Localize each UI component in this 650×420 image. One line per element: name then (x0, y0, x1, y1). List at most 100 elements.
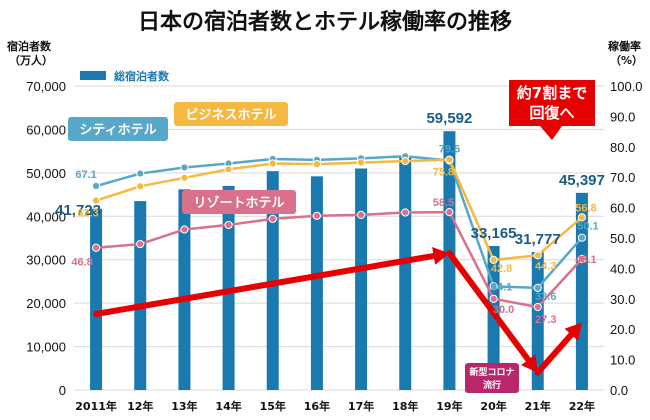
line-series-path (95, 210, 583, 309)
right-tick-label: 50.0 (610, 231, 635, 246)
line-value-label: 75.8 (433, 167, 454, 179)
left-axis-unit: （万人） (9, 53, 53, 67)
x-tick-label: 22年 (569, 399, 595, 413)
line-point (445, 208, 454, 217)
bar (487, 245, 500, 390)
x-tick-label: 19年 (436, 399, 462, 413)
line-point (312, 160, 322, 169)
line-point (136, 239, 145, 249)
x-tick-label: 2011年 (75, 399, 117, 413)
x-tick-label: 14年 (215, 399, 241, 413)
left-tick-label: 60,000 (26, 122, 66, 137)
right-tick-label: 80.0 (610, 140, 635, 155)
x-tick-label: 15年 (260, 399, 286, 413)
recovery-callout-line2: 回復へ (529, 104, 574, 122)
x-axis-ticks: 2011年 12年 13年 14年 15年 16年 17年 18年 19年 20年 21年 22年 (75, 399, 595, 413)
line-point (268, 214, 277, 223)
line-value-label: 56.8 (575, 202, 596, 214)
x-tick-label: 20年 (480, 399, 506, 413)
right-axis-ticks: 0.0 10.0 20.0 30.0 40.0 50.0 60.0 70.0 80.0 90.0 1… (610, 79, 643, 398)
series-label-business: ビジネスホテル (185, 107, 276, 123)
line-point (401, 208, 410, 217)
trend-arrow-head (564, 322, 582, 341)
line-point (577, 233, 587, 242)
right-axis-title: 稼働率 (608, 39, 641, 53)
covid-note-line2: 流行 (483, 379, 501, 391)
left-tick-label: 40,000 (26, 209, 66, 224)
line-value-label: 46.8 (71, 257, 92, 269)
line-point (577, 254, 587, 264)
x-tick-label: 13年 (171, 399, 197, 413)
line-point (180, 163, 189, 172)
x-tick-label: 16年 (304, 399, 330, 413)
right-tick-label: 20.0 (610, 322, 635, 337)
line-point (489, 255, 498, 264)
right-tick-label: 10.0 (610, 353, 635, 368)
left-axis-title: 宿泊者数 (7, 39, 52, 53)
line-value-label: 42.8 (491, 263, 512, 275)
recovery-callout-pointer (540, 126, 562, 140)
line-value-label: 27.3 (535, 314, 556, 326)
line-point (180, 173, 189, 182)
line-point (268, 159, 277, 168)
covid-note-box (465, 363, 519, 393)
bar (443, 131, 456, 391)
bar (355, 168, 368, 390)
line-point (91, 181, 101, 191)
recovery-callout-box (509, 80, 595, 126)
line-point (136, 182, 145, 191)
bar (90, 208, 103, 390)
x-tick-label: 21年 (525, 399, 551, 413)
line-value-label: 30.0 (493, 304, 514, 316)
right-tick-label: 100.0 (610, 79, 643, 94)
line-point (356, 210, 366, 219)
right-tick-label: 90.0 (610, 109, 635, 124)
line-value-label: 79.5 (439, 143, 460, 155)
recovery-callout-line1: 約7割まで (517, 84, 587, 102)
series-box-resort (182, 190, 296, 214)
line-point (401, 156, 410, 166)
left-axis-ticks: 0 10,000 20,000 30,000 40,000 50,000 60,000 70,… (26, 79, 66, 398)
series-box-city (68, 117, 168, 141)
x-tick-label: 18年 (392, 399, 418, 413)
line-point (533, 283, 542, 292)
line-point (489, 282, 498, 291)
line-point (224, 220, 233, 230)
line-point (136, 169, 145, 178)
bar (178, 189, 191, 390)
trend-arrow-head (520, 354, 538, 373)
point-labels: 67.1 79.5 34.1 33.6 50.1 62.3 75.8 42.8 44.3 56.8… (71, 143, 598, 326)
line-point (533, 302, 542, 312)
right-tick-label: 60.0 (610, 201, 635, 216)
bar (399, 156, 412, 390)
x-tick-label: 12年 (127, 399, 153, 413)
bar (134, 201, 147, 390)
legend-swatch-bars (80, 71, 106, 80)
right-tick-label: 0.0 (610, 383, 628, 398)
line-value-label: 58.5 (433, 197, 454, 209)
bar-value-label: 33,165 (471, 225, 517, 242)
left-tick-label: 0 (59, 383, 66, 398)
line-value-label: 50.1 (577, 221, 598, 233)
left-tick-label: 10,000 (26, 340, 66, 355)
line-series-path (95, 158, 583, 262)
right-tick-label: 30.0 (610, 292, 635, 307)
line-point (180, 225, 189, 234)
trend-arrow-shaft (93, 252, 437, 317)
right-tick-label: 70.0 (610, 170, 635, 185)
line-value-label: 67.1 (75, 169, 96, 181)
left-tick-label: 50,000 (26, 166, 66, 181)
line-value-label: 62.3 (77, 208, 98, 220)
right-tick-label: 40.0 (610, 261, 635, 276)
line-series-path (95, 154, 583, 290)
x-tick-label: 17年 (348, 399, 374, 413)
line-point (356, 158, 366, 167)
line-point (445, 155, 454, 164)
covid-note-line1: 新型コロナ (469, 366, 514, 378)
left-tick-label: 70,000 (26, 79, 66, 94)
legend-label-bars: 総宿泊者数 (114, 69, 170, 83)
line-value-label: 44.3 (535, 260, 556, 272)
line-value-label: 33.6 (535, 291, 556, 303)
